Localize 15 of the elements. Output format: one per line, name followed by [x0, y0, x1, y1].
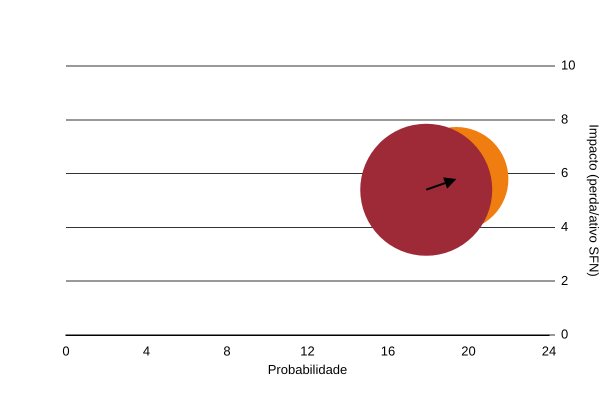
x-tick-label: 20 — [461, 343, 476, 358]
y-tick-label: 6 — [561, 165, 568, 180]
y-tick-label: 0 — [561, 326, 568, 342]
x-tick-label: 24 — [542, 343, 556, 358]
y-tick-label: 2 — [561, 272, 568, 288]
x-tick-label: 0 — [62, 343, 70, 358]
x-tick-label: 12 — [300, 343, 315, 358]
x-axis-title: Probabilidade — [268, 362, 348, 377]
x-tick-label: 16 — [380, 343, 396, 358]
y-tick-label: 4 — [561, 218, 568, 234]
x-tick-label: 4 — [142, 343, 150, 358]
y-axis-title: Impacto (perda/ativo SFN) — [586, 124, 602, 277]
x-tick-label: 8 — [223, 343, 231, 358]
y-tick-label: 8 — [561, 111, 568, 126]
y-tick-label: 10 — [561, 58, 576, 73]
